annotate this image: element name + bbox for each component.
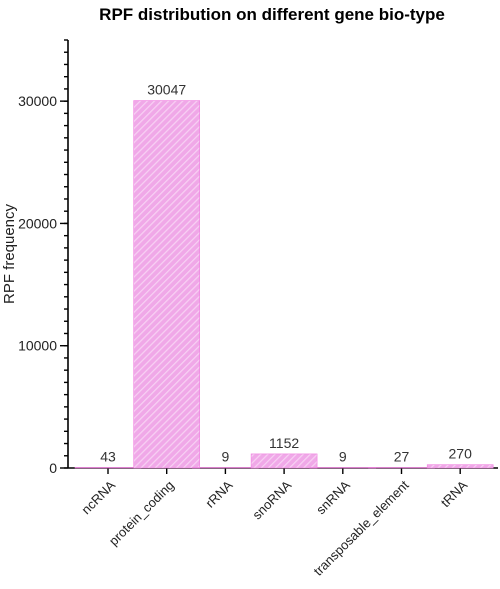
- data-label-snoRNA: 1152: [269, 435, 299, 451]
- category-label-tRNA: tRNA: [438, 477, 471, 510]
- data-label-protein_coding: 30047: [147, 82, 186, 98]
- bar-snoRNA: [250, 453, 318, 469]
- chart-title: RPF distribution on different gene bio-t…: [99, 5, 445, 24]
- data-label-snRNA: 9: [339, 449, 347, 465]
- x-axis: [68, 467, 498, 474]
- bar-tRNA: [426, 464, 494, 469]
- data-label-transposable_element: 27: [394, 449, 410, 465]
- bars: [74, 100, 494, 469]
- bar-ncRNA: [74, 467, 142, 469]
- bar-rRNA: [192, 467, 259, 469]
- data-labels: 43 30047 9 1152 9 27 270: [100, 82, 472, 465]
- bar-transposable_element: [368, 467, 435, 469]
- data-label-rRNA: 9: [222, 449, 230, 465]
- y-tick-label: 0: [49, 460, 57, 476]
- y-tick-label: 20000: [18, 215, 57, 231]
- y-tick-label: 10000: [18, 338, 57, 354]
- y-axis: 0 10000 20000 30000: [18, 39, 69, 476]
- category-label-rRNA: rRNA: [202, 477, 235, 510]
- category-label-ncRNA: ncRNA: [78, 477, 118, 517]
- category-label-snoRNA: snoRNA: [249, 477, 294, 522]
- bar-snRNA: [309, 467, 377, 469]
- y-tick-label: 30000: [18, 93, 57, 109]
- bar-protein_coding: [133, 100, 200, 469]
- category-label-transposable_element: transposable_element: [311, 477, 412, 578]
- category-label-snRNA: snRNA: [313, 477, 353, 517]
- data-label-tRNA: 270: [449, 446, 473, 462]
- y-axis-label: RPF frequency: [1, 203, 18, 304]
- data-label-ncRNA: 43: [100, 448, 116, 464]
